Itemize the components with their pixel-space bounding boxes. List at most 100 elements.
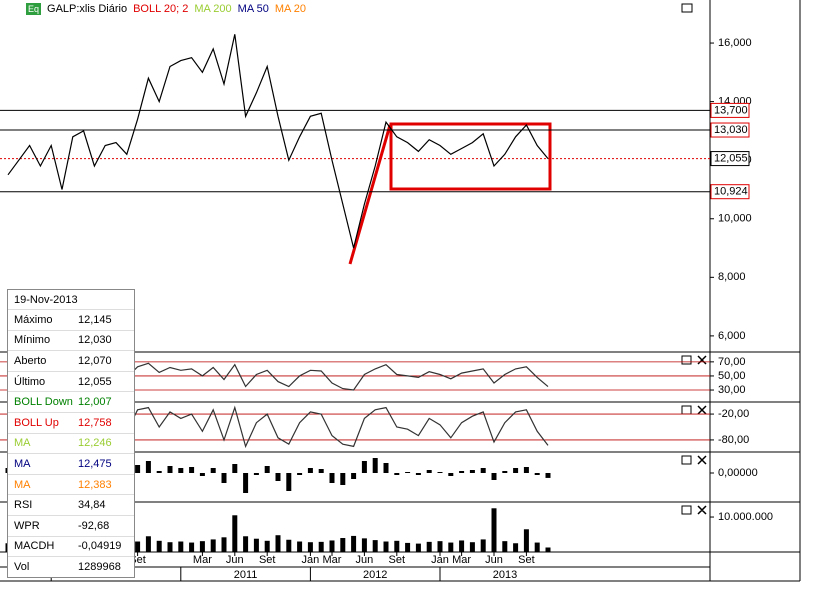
info-label: BOLL Up bbox=[14, 416, 59, 429]
bar bbox=[372, 540, 378, 552]
bar bbox=[221, 473, 227, 483]
level-box bbox=[710, 122, 750, 138]
bar bbox=[351, 473, 357, 479]
y-tick-label: -20,00 bbox=[718, 408, 749, 420]
bar bbox=[307, 542, 313, 552]
bar bbox=[480, 539, 486, 552]
indicator: MA 200 bbox=[194, 3, 232, 15]
info-label: Vol bbox=[14, 560, 30, 573]
y-tick-label: 16,000 bbox=[718, 37, 752, 49]
indicator: MA 20 bbox=[274, 3, 307, 15]
info-value: 12,145 bbox=[78, 313, 112, 326]
bar bbox=[469, 470, 475, 473]
x-tick-label: Jan bbox=[302, 554, 320, 566]
bar bbox=[221, 537, 227, 552]
info-label: WPR bbox=[14, 519, 40, 532]
bar bbox=[135, 541, 141, 552]
info-row: BOLL Up 12,758 bbox=[8, 411, 134, 433]
info-value: 12,758 bbox=[78, 416, 112, 429]
x-tick-label: Set bbox=[259, 554, 276, 566]
info-row: MA 12,246 bbox=[8, 432, 134, 454]
bar bbox=[178, 468, 184, 473]
info-row: MA 12,475 bbox=[8, 453, 134, 474]
level-box bbox=[710, 184, 750, 200]
info-label: Último bbox=[14, 375, 46, 388]
level-label: 13,030 bbox=[714, 124, 748, 136]
symbol[interactable]: GALP:xlis Diário bbox=[47, 3, 128, 15]
x-tick-label: Jun bbox=[485, 554, 503, 566]
bar bbox=[199, 541, 205, 552]
bar bbox=[156, 471, 162, 473]
bar bbox=[145, 536, 151, 552]
bar bbox=[437, 472, 443, 473]
x-tick-label: Jun bbox=[356, 554, 374, 566]
info-label: BOLL Down bbox=[14, 396, 73, 409]
bar bbox=[253, 473, 259, 475]
bar bbox=[523, 529, 529, 552]
bar bbox=[405, 472, 411, 473]
y-tick-label: 0,00000 bbox=[718, 467, 758, 479]
bar bbox=[264, 540, 270, 552]
x-tick-label: Set bbox=[518, 554, 535, 566]
bar bbox=[459, 471, 465, 473]
info-label: Máximo bbox=[14, 313, 53, 326]
x-tick-label: Jan bbox=[431, 554, 449, 566]
info-row: BOLL Down 12,007 bbox=[8, 391, 134, 412]
bar bbox=[135, 465, 141, 473]
info-value: 12,007 bbox=[78, 396, 112, 409]
annotation bbox=[348, 122, 552, 265]
bar bbox=[243, 473, 249, 493]
info-row: RSI 34,84 bbox=[8, 494, 134, 515]
bar bbox=[502, 541, 508, 552]
y-tick-label: 6,000 bbox=[718, 330, 746, 342]
bar bbox=[480, 468, 486, 473]
close-icons[interactable] bbox=[697, 355, 707, 515]
bar bbox=[318, 541, 324, 552]
bar bbox=[243, 536, 249, 552]
info-label: Mínimo bbox=[14, 334, 51, 347]
info-row: MA 12,383 bbox=[8, 473, 134, 495]
info-row: Máximo 12,145 bbox=[8, 309, 134, 330]
bar bbox=[286, 473, 292, 491]
bar bbox=[394, 540, 400, 552]
indicator: BOLL 20; 2 bbox=[133, 3, 189, 15]
bar bbox=[491, 508, 497, 552]
indicator: MA 50 bbox=[237, 3, 269, 15]
bar bbox=[361, 538, 367, 552]
bar bbox=[264, 466, 270, 473]
bar bbox=[394, 473, 400, 475]
bar bbox=[210, 468, 216, 473]
info-value: 12,030 bbox=[78, 334, 112, 347]
y-tick-label: 70,00 bbox=[718, 356, 746, 368]
bar bbox=[253, 538, 259, 552]
bar bbox=[167, 542, 173, 552]
bar bbox=[275, 473, 281, 481]
bar bbox=[340, 538, 346, 552]
x-tick-label: Set bbox=[389, 554, 406, 566]
bar bbox=[232, 515, 238, 552]
bar bbox=[534, 542, 540, 552]
bar bbox=[437, 541, 443, 552]
level-box bbox=[710, 151, 750, 167]
bar bbox=[189, 542, 195, 552]
info-panel: 19-Nov-2013 Máximo 12,145 Mínimo 12,030 Aber… bbox=[7, 289, 135, 578]
info-value: 12,475 bbox=[78, 457, 112, 470]
info-value: 1289968 bbox=[78, 560, 121, 573]
info-label: MA bbox=[14, 457, 31, 470]
bar bbox=[405, 542, 411, 552]
info-row: MACDH -0,04919 bbox=[8, 535, 134, 557]
bar bbox=[307, 468, 313, 473]
bar bbox=[513, 468, 519, 473]
x-tick-label: Mar bbox=[452, 554, 471, 566]
bar bbox=[178, 541, 184, 552]
bar bbox=[232, 464, 238, 473]
info-row: Último 12,055 bbox=[8, 370, 134, 392]
bar bbox=[534, 473, 540, 475]
bar bbox=[145, 461, 151, 473]
level-label: 13,700 bbox=[714, 104, 748, 116]
x-tick-label: Mar bbox=[193, 554, 212, 566]
bar bbox=[513, 543, 519, 552]
bar bbox=[286, 539, 292, 552]
info-value: 12,246 bbox=[78, 437, 112, 450]
